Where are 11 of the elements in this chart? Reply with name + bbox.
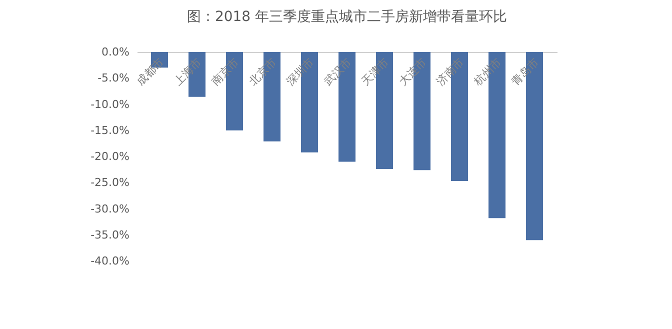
y-tick-label: -35.0% xyxy=(90,228,130,242)
y-tick-label: -20.0% xyxy=(90,150,130,163)
y-tick-label: -5.0% xyxy=(98,72,130,85)
y-tick-label: -15.0% xyxy=(90,124,130,137)
chart-title: 图：2018 年三季度重点城市二手房新增带看量环比 xyxy=(186,9,508,25)
y-tick-label: -30.0% xyxy=(90,202,130,216)
y-tick-label: 0.0% xyxy=(102,46,130,58)
y-tick-label: -40.0% xyxy=(90,254,130,268)
y-tick-label: -10.0% xyxy=(90,98,130,111)
y-tick-label: -25.0% xyxy=(90,176,130,190)
x-tick-label: 成都市 xyxy=(134,56,167,88)
